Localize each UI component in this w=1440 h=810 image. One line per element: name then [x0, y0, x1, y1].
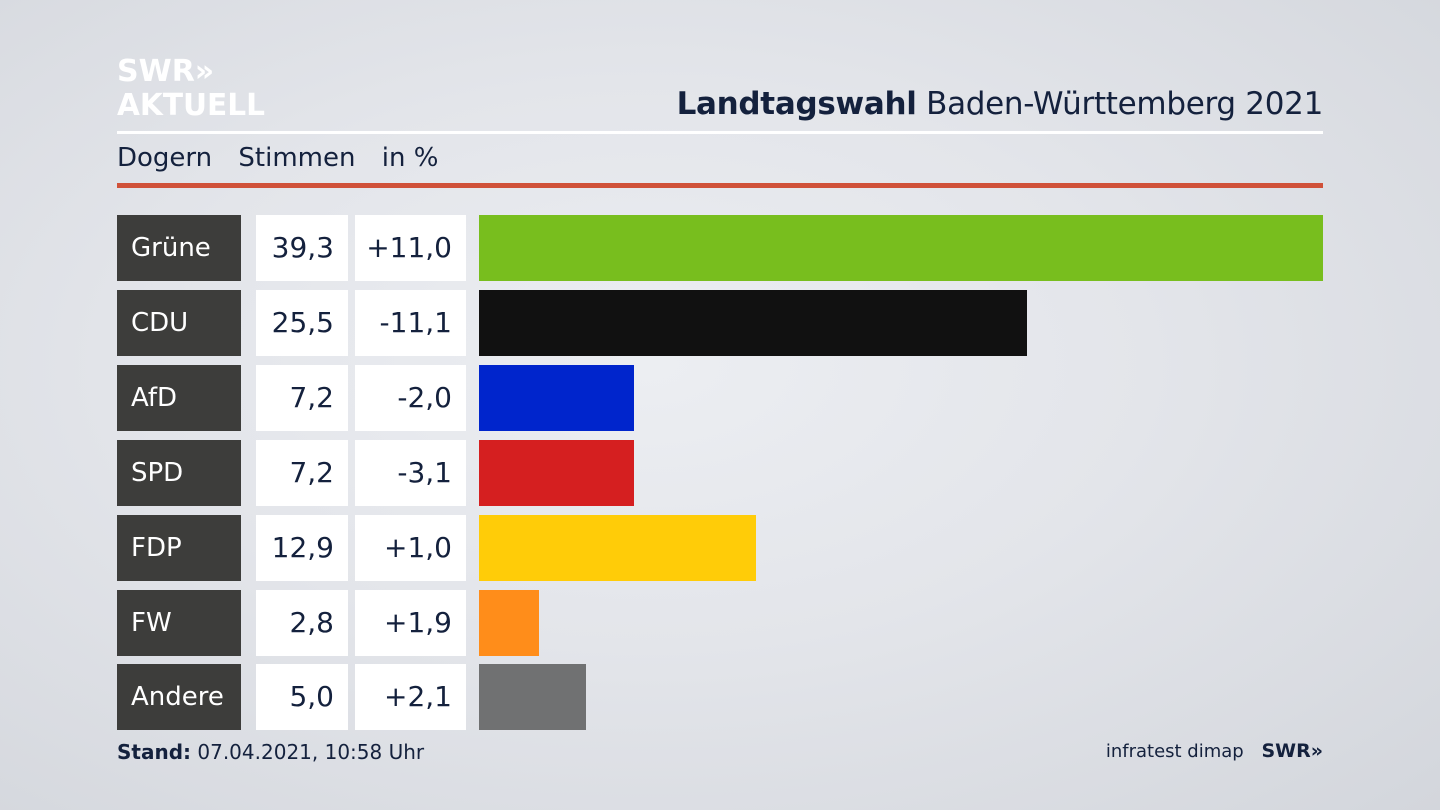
- swr-aktuell-logo-graphic: SWR» AKTUELL: [117, 54, 265, 123]
- header-divider: [117, 131, 1323, 134]
- vote-share-value: 25,5: [256, 290, 348, 356]
- vote-change-value: +2,1: [355, 664, 466, 730]
- vote-share-value: 2,8: [256, 590, 348, 656]
- footer-credits: infratest dimap SWR»: [1106, 740, 1323, 762]
- vote-share-bar: [479, 515, 756, 581]
- vote-share-bar: [479, 590, 539, 656]
- timestamp-label: Stand:: [117, 740, 192, 764]
- timestamp: Stand: 07.04.2021, 10:58 Uhr: [117, 740, 424, 764]
- vote-change-value: -2,0: [355, 365, 466, 431]
- vote-change-value: +11,0: [355, 215, 466, 281]
- chart-title: Landtagswahl Baden-Württemberg 2021: [676, 86, 1324, 122]
- vote-share-value: 5,0: [256, 664, 348, 730]
- vote-change-value: +1,9: [355, 590, 466, 656]
- party-label: CDU: [117, 290, 241, 356]
- vote-share-bar: [479, 664, 586, 730]
- party-label: SPD: [117, 440, 241, 506]
- result-row: Grüne 39,3 +11,0: [117, 215, 1323, 281]
- logo-line-1: SWR»: [117, 54, 214, 89]
- chart-title-bold: Landtagswahl: [676, 86, 917, 122]
- timestamp-value: 07.04.2021, 10:58 Uhr: [197, 740, 425, 764]
- vote-share-bar: [479, 290, 1027, 356]
- vote-change-value: -11,1: [355, 290, 466, 356]
- vote-share-value: 7,2: [256, 440, 348, 506]
- result-row: Andere 5,0 +2,1: [117, 664, 1323, 730]
- vote-share-value: 12,9: [256, 515, 348, 581]
- accent-divider: [117, 183, 1323, 188]
- vote-share-bar: [479, 215, 1323, 281]
- result-row: CDU 25,5 -11,1: [117, 290, 1323, 356]
- swr-brand-logo: SWR»: [1261, 740, 1323, 762]
- subtitle-unit: in %: [381, 143, 439, 173]
- subtitle-place: Dogern: [117, 143, 213, 173]
- vote-share-bar: [479, 365, 634, 431]
- result-row: FW 2,8 +1,9: [117, 590, 1323, 656]
- party-label: FDP: [117, 515, 241, 581]
- party-label: Grüne: [117, 215, 241, 281]
- party-label: FW: [117, 590, 241, 656]
- party-label: AfD: [117, 365, 241, 431]
- chart-title-rest: Baden-Württemberg 2021: [926, 86, 1323, 122]
- vote-share-value: 7,2: [256, 365, 348, 431]
- source-credit: infratest dimap: [1105, 741, 1244, 762]
- result-row: AfD 7,2 -2,0: [117, 365, 1323, 431]
- chart-subtitle: Dogern Stimmen in %: [117, 143, 456, 173]
- vote-change-value: +1,0: [355, 515, 466, 581]
- party-label: Andere: [117, 664, 241, 730]
- vote-share-bar: [479, 440, 634, 506]
- logo-line-2: AKTUELL: [117, 88, 265, 120]
- swr-aktuell-logo: SWR» AKTUELL: [117, 54, 267, 124]
- vote-change-value: -3,1: [355, 440, 466, 506]
- result-row: SPD 7,2 -3,1: [117, 440, 1323, 506]
- vote-share-value: 39,3: [256, 215, 348, 281]
- subtitle-metric: Stimmen: [238, 143, 356, 173]
- result-row: FDP 12,9 +1,0: [117, 515, 1323, 581]
